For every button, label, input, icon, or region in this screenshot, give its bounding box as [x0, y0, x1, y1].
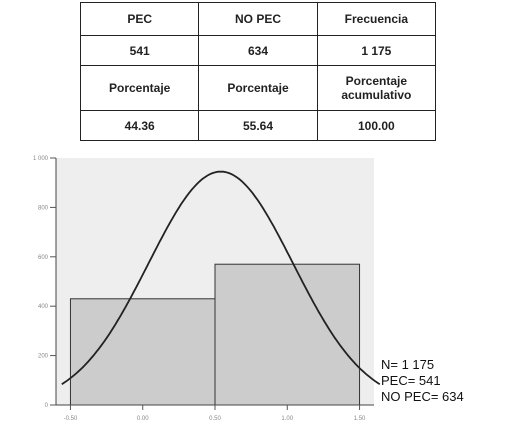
y-tick-label: 600 — [38, 255, 49, 261]
histogram-bar-2 — [214, 263, 361, 406]
legend-total: N= 1 175 — [381, 357, 435, 372]
header-no-pec: NO PEC — [198, 2, 318, 36]
x-tick-label: 0.00 — [137, 416, 149, 422]
y-tick-label: 400 — [38, 304, 49, 310]
value-frecuencia: 1 175 — [316, 35, 437, 66]
y-tick-label: 1 000 — [33, 156, 49, 162]
legend-pec: PEC= 541 — [381, 373, 441, 388]
header-porcentaje-acumulativo: Porcentaje acumulativo — [316, 65, 437, 111]
value-porcentaje-pec: 44.36 — [79, 110, 200, 141]
x-tick-label: 0.50 — [209, 416, 221, 422]
frequency-table: PEC NO PEC Frecuencia 541 634 1 175 Porc… — [79, 2, 437, 141]
value-porcentaje-acumulativo: 100.00 — [316, 110, 437, 141]
histogram-bar-1 — [69, 298, 216, 406]
x-tick-label: 1.00 — [281, 416, 293, 422]
y-tick-label: 800 — [38, 205, 49, 211]
value-porcentaje-no-pec: 55.64 — [198, 110, 318, 141]
header-porcentaje-no-pec: Porcentaje — [198, 65, 318, 111]
normal-curve — [61, 170, 381, 385]
legend-no-pec: NO PEC= 634 — [381, 389, 464, 404]
header-pec: PEC — [79, 2, 200, 36]
header-porcentaje-pec: Porcentaje — [79, 65, 200, 111]
value-pec: 541 — [79, 35, 200, 66]
x-tick-label: 1.50 — [354, 416, 366, 422]
y-tick-label: 0 — [45, 403, 49, 409]
y-tick-label: 200 — [38, 354, 49, 360]
x-tick-label: -0.50 — [64, 416, 78, 422]
